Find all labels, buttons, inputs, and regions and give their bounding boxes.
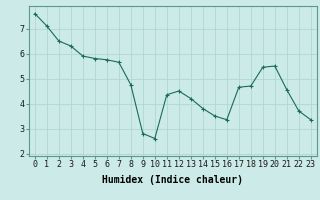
X-axis label: Humidex (Indice chaleur): Humidex (Indice chaleur) — [102, 175, 243, 185]
